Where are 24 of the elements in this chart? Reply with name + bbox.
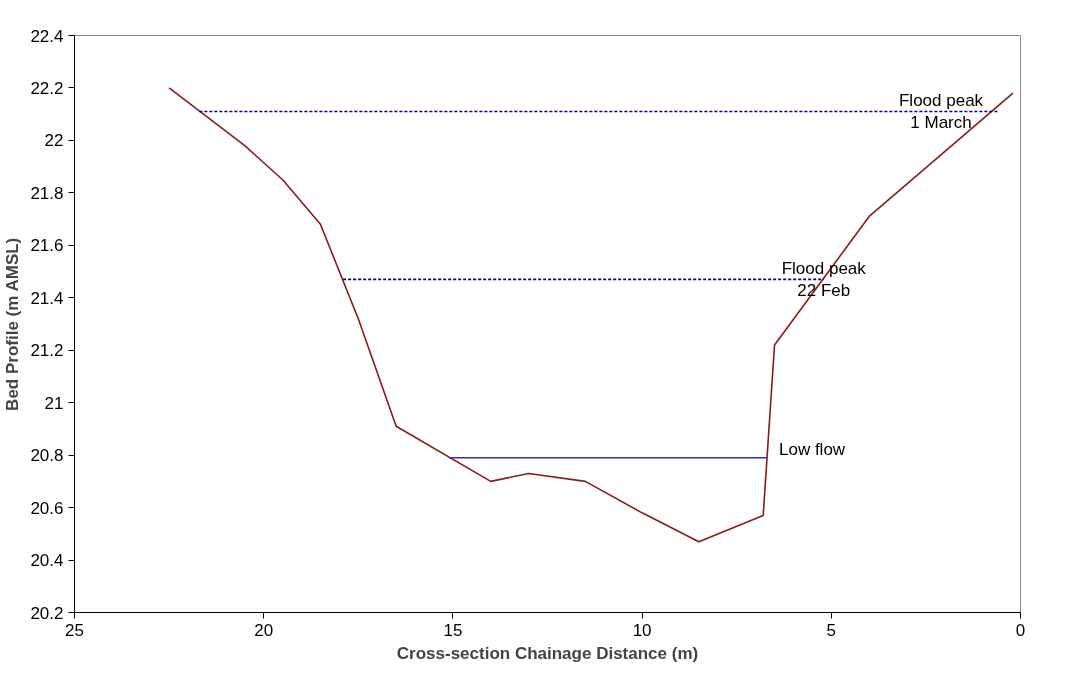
y-axis-title: Bed Profile (m AMSL): [3, 237, 23, 411]
x-tick-label: 20: [254, 620, 274, 640]
y-tick-label: 22.2: [30, 78, 64, 98]
annotation: Flood peak 22 Feb: [781, 258, 867, 301]
y-tick-label: 22: [44, 131, 64, 151]
y-tick-label: 21.4: [30, 288, 64, 308]
annotation: Flood peak 1 March: [898, 90, 984, 133]
x-tick-label: 15: [443, 620, 463, 640]
line-series: [168, 87, 1014, 543]
y-tick-label: 20.2: [30, 603, 64, 623]
y-tick-label: 21.8: [30, 183, 64, 203]
y-tick-label: 20.8: [30, 446, 64, 466]
y-tick-label: 22.4: [30, 26, 64, 46]
y-tick-label: 21: [44, 393, 64, 413]
y-tick-label: 21.6: [30, 236, 64, 256]
x-tick-label: 5: [826, 620, 837, 640]
y-tick-label: 20.6: [30, 498, 64, 518]
x-tick-label: 0: [1015, 620, 1026, 640]
x-tick-label: 25: [65, 620, 84, 640]
x-tick-label: 10: [632, 620, 652, 640]
annotation: Low flow: [778, 440, 846, 460]
x-axis-title: Cross-section Chainage Distance (m): [396, 643, 699, 663]
y-tick-label: 21.2: [30, 341, 64, 361]
y-tick-label: 20.4: [30, 551, 64, 571]
